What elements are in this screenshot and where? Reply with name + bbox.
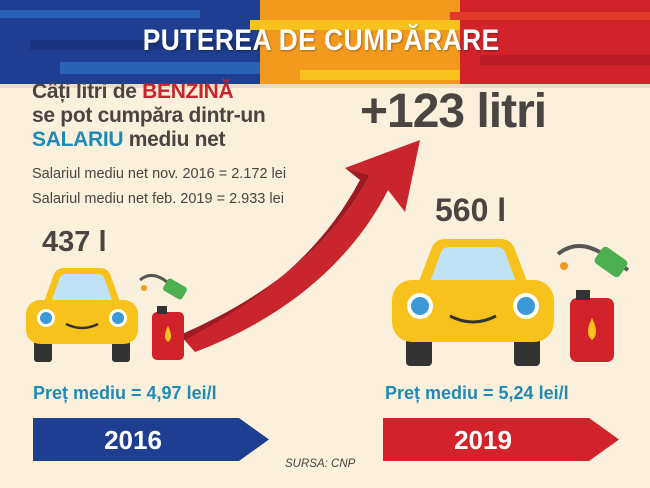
intro-heading: Câți litri de BENZINĂ se pot cumpăra din…	[32, 80, 266, 152]
salary-2016: Salariul mediu net nov. 2016 = 2.172 lei	[32, 166, 287, 182]
benzina-highlight: BENZINĂ	[142, 80, 234, 103]
price-2016: Preț mediu = 4,97 lei/l	[33, 383, 217, 403]
tricolor-stripes	[0, 0, 650, 88]
header-banner: PUTEREA DE CUMPĂRARE	[0, 0, 650, 88]
car-icon	[392, 239, 630, 366]
intro-text: mediu net	[123, 128, 226, 151]
salariu-highlight: SALARIU	[32, 128, 124, 151]
page-title: PUTEREA DE CUMPĂRARE	[142, 24, 500, 57]
car-icon	[26, 268, 187, 362]
source-note: SURSA: CNP	[285, 458, 356, 470]
intro-text: Câți litri de	[32, 80, 143, 103]
year-label: 2016	[104, 425, 162, 455]
year-badge-2016: 2016	[33, 418, 269, 461]
price-2019: Preț mediu = 5,24 lei/l	[385, 383, 569, 403]
intro-text: se pot cumpăra dintr-un	[32, 104, 266, 127]
salary-2019: Salariul mediu net feb. 2019 = 2.933 lei	[32, 191, 284, 207]
liters-gain: +123 litri	[360, 85, 547, 138]
liters-2016: 437 l	[42, 226, 107, 258]
year-label: 2019	[454, 425, 512, 455]
liters-2019: 560 l	[435, 192, 507, 228]
year-badge-2019: 2019	[383, 418, 619, 461]
